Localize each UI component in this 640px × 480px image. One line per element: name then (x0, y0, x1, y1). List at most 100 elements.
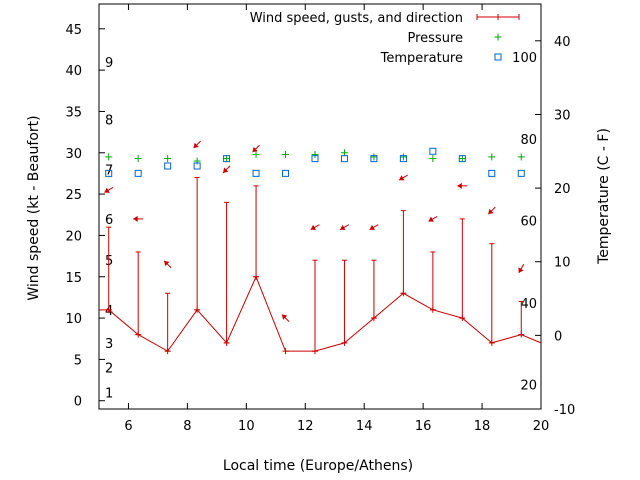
wind-direction-arrow (339, 224, 350, 231)
pressure-point (517, 153, 525, 161)
wind-direction-arrow (252, 144, 260, 153)
wind-speed-line (99, 275, 542, 352)
wind-direction-arrow (428, 215, 438, 222)
y-right-tick-label: 10 (554, 256, 571, 271)
beaufort-label: 8 (105, 114, 113, 129)
x-tick-label: 14 (356, 419, 373, 434)
arrow-head (223, 167, 229, 173)
y-left-tick-label: 45 (65, 23, 82, 38)
temperature-point (340, 155, 348, 163)
temperature-point (370, 155, 378, 163)
beaufort-label: 6 (105, 213, 113, 228)
pressure-point (105, 153, 113, 161)
arrow-head (310, 224, 317, 231)
arrow-head (281, 314, 288, 320)
wind-direction-arrow (398, 174, 408, 181)
y-left-tick-label: 10 (65, 312, 82, 327)
temperature-point (488, 169, 496, 177)
arrow-head (457, 182, 462, 189)
x-tick-label: 8 (183, 419, 191, 434)
wind-direction-arrow (518, 263, 525, 274)
x-tick-label: 6 (124, 419, 132, 434)
fahrenheit-label: 20 (520, 379, 537, 394)
y-left-tick-label: 30 (65, 147, 82, 162)
pressure-point (370, 153, 378, 161)
legend-label: Temperature (380, 51, 463, 66)
arrow-head (193, 142, 199, 149)
pressure-point (252, 150, 260, 158)
fahrenheit-label: 100 (512, 51, 537, 66)
wind-direction-arrow (457, 182, 468, 189)
temperature-point (311, 155, 319, 163)
arrow-head (369, 224, 375, 231)
temperature-point (223, 155, 231, 163)
pressure-point (340, 149, 348, 157)
y-left-tick-label: 40 (65, 64, 82, 79)
arrow-head (340, 224, 346, 231)
temperature-point (517, 169, 525, 177)
pressure-point (164, 155, 172, 163)
arrow-head (252, 146, 258, 153)
x-tick-label: 10 (238, 419, 255, 434)
beaufort-label: 2 (105, 362, 113, 377)
y-left-tick-label: 5 (74, 353, 82, 368)
wind-direction-arrow (281, 314, 290, 322)
temperature-point (105, 169, 113, 177)
beaufort-label: 3 (105, 337, 113, 352)
chart-marks (99, 140, 542, 355)
y-right-tick-label: 30 (554, 108, 571, 123)
x-axis-label: Local time (Europe/Athens) (223, 458, 413, 474)
y-left-tick-label: 15 (65, 271, 82, 286)
pressure-point (488, 153, 496, 161)
wind-direction-arrow (222, 165, 231, 174)
legend-label: Pressure (407, 31, 463, 46)
temperature-point (458, 155, 466, 163)
fahrenheit-label: 40 (520, 297, 537, 312)
beaufort-label: 1 (105, 386, 113, 401)
pressure-point (458, 155, 466, 163)
arrow-head (104, 187, 110, 193)
y-right-tick-label: 20 (554, 182, 571, 197)
arrow-head (428, 216, 434, 222)
temperature-point (164, 162, 172, 170)
x-tick-label: 16 (415, 419, 432, 434)
legend-label: Wind speed, gusts, and direction (250, 11, 463, 26)
y-right-tick-label: 0 (554, 329, 562, 344)
arrow-head (164, 260, 170, 267)
axis-ticks: 6 8 10 12 14 16 18 20051015202530354045-1001020… (65, 4, 575, 434)
legend-temperature-square (494, 53, 502, 61)
plot-frame (98, 3, 542, 410)
temperature-point (282, 169, 290, 177)
arrow-head (133, 215, 138, 222)
y-left-tick-label: 20 (65, 229, 82, 244)
arrow-head (399, 175, 405, 181)
temperature-point (399, 155, 407, 163)
y-axis-left-label: Wind speed (kt - Beaufort) (26, 115, 42, 300)
y-right-tick-label: -10 (554, 403, 575, 418)
y-axis-right-label: Temperature (C - F) (596, 128, 612, 265)
wind-direction-arrow (193, 140, 202, 149)
wind-direction-arrow (133, 215, 144, 222)
pressure-point (134, 155, 142, 163)
y-left-tick-label: 35 (65, 105, 82, 120)
pressure-point (399, 153, 407, 161)
x-tick-label: 12 (297, 419, 314, 434)
arrow-head (518, 267, 524, 273)
fahrenheit-label: 80 (520, 133, 537, 148)
x-tick-label: 18 (474, 419, 491, 434)
temperature-point (252, 169, 260, 177)
temperature-point (193, 162, 201, 170)
wind-direction-arrow (104, 187, 114, 193)
beaufort-label: 9 (105, 56, 113, 71)
temperature-point (134, 169, 142, 177)
fahrenheit-label: 60 (520, 214, 537, 229)
legend: Wind speed, gusts, and direction Pressure… (250, 11, 520, 66)
pressure-point (282, 150, 290, 158)
arrow-head (488, 208, 494, 215)
x-tick-label: 20 (533, 419, 550, 434)
wind-direction-arrow (163, 260, 172, 269)
y-left-tick-label: 0 (74, 395, 82, 410)
pressure-point (311, 150, 319, 158)
